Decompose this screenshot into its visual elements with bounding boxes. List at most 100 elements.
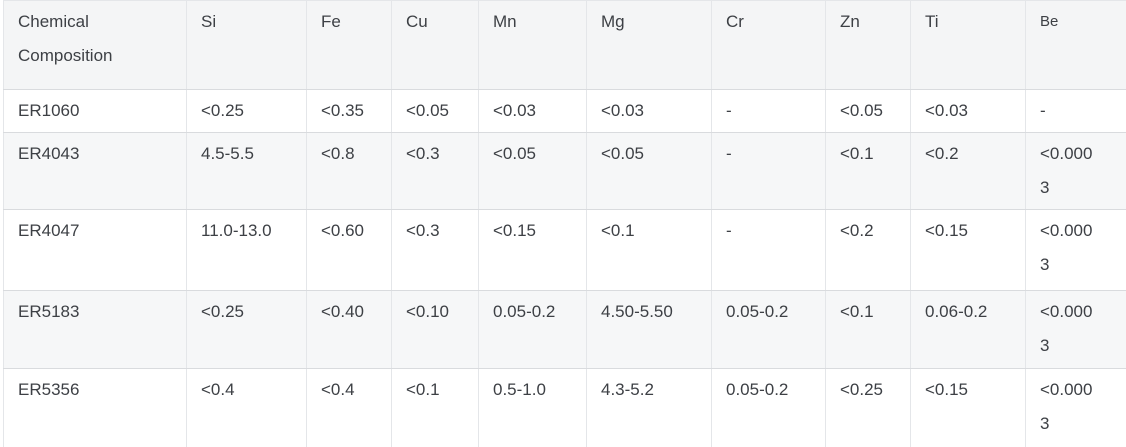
cell-er5356-mg: 4.3-5.2 [586, 368, 712, 447]
cell-er5356-si: <0.4 [186, 368, 307, 447]
cell-value: - [1040, 101, 1046, 120]
cell-value: 0.5-1.0 [493, 380, 546, 399]
cell-er1060-be: - [1025, 89, 1126, 133]
cell-er1060-fe: <0.35 [306, 89, 392, 133]
cell-value: <0.05 [601, 144, 645, 163]
cell-er1060-si: <0.25 [186, 89, 307, 133]
row-label: ER5356 [3, 368, 187, 447]
table-row-er1060: ER1060 <0.25 <0.35 <0.05 <0.03 <0.03 - <0.05 <0.… [3, 89, 1126, 133]
cell-value: <0.03 [601, 101, 645, 120]
cell-value: 4.5-5.5 [201, 144, 254, 163]
cell-er5183-zn: <0.1 [825, 290, 911, 369]
chemical-composition-table: Chemical Composition Si Fe Cu Mn Mg Cr Zn Ti Be E… [3, 0, 1126, 447]
cell-value: <0.0003 [1040, 144, 1093, 197]
cell-value: <0.4 [201, 380, 235, 399]
cell-er4043-be: <0.0003 [1025, 132, 1126, 210]
cell-value: 0.05-0.2 [493, 302, 556, 321]
cell-er4043-ti: <0.2 [910, 132, 1026, 210]
column-header-cr: Cr [711, 0, 826, 90]
cell-er4043-zn: <0.1 [825, 132, 911, 210]
cell-er5183-cu: <0.10 [391, 290, 479, 369]
row-label: ER1060 [3, 89, 187, 133]
cell-value: <0.2 [840, 221, 874, 240]
cell-er4047-be: <0.0003 [1025, 209, 1126, 291]
cell-value: <0.03 [925, 101, 969, 120]
cell-er4047-si: 11.0-13.0 [186, 209, 307, 291]
cell-er5183-ti: 0.06-0.2 [910, 290, 1026, 369]
column-header-mg: Mg [586, 0, 712, 90]
table-row-er4047: ER4047 11.0-13.0 <0.60 <0.3 <0.15 <0.1 - <0.2 <0… [3, 209, 1126, 291]
cell-er4047-cr: - [711, 209, 826, 291]
cell-value: <0.05 [840, 101, 884, 120]
cell-er5356-ti: <0.15 [910, 368, 1026, 447]
column-header-composition: Chemical Composition [3, 0, 187, 90]
cell-value: 0.05-0.2 [726, 302, 789, 321]
cell-er5183-cr: 0.05-0.2 [711, 290, 826, 369]
cell-er5356-fe: <0.4 [306, 368, 392, 447]
cell-er5356-cu: <0.1 [391, 368, 479, 447]
cell-value: <0.25 [201, 302, 245, 321]
column-header-cu: Cu [391, 0, 479, 90]
cell-er4043-cr: - [711, 132, 826, 210]
cell-er4043-mg: <0.05 [586, 132, 712, 210]
cell-value: <0.1 [840, 144, 874, 163]
column-header-zn: Zn [825, 0, 911, 90]
cell-er5183-mn: 0.05-0.2 [478, 290, 587, 369]
column-header-ti: Ti [910, 0, 1026, 90]
row-label: ER4043 [3, 132, 187, 210]
cell-er4043-si: 4.5-5.5 [186, 132, 307, 210]
cell-er5183-be: <0.0003 [1025, 290, 1126, 369]
cell-er5356-be: <0.0003 [1025, 368, 1126, 447]
cell-value: <0.8 [321, 144, 355, 163]
cell-value: 11.0-13.0 [201, 221, 272, 240]
cell-value: <0.0003 [1040, 380, 1093, 433]
cell-er5356-cr: 0.05-0.2 [711, 368, 826, 447]
cell-er5356-zn: <0.25 [825, 368, 911, 447]
cell-er1060-mg: <0.03 [586, 89, 712, 133]
cell-value: <0.0003 [1040, 302, 1093, 355]
cell-er4047-cu: <0.3 [391, 209, 479, 291]
cell-value: 0.05-0.2 [726, 380, 789, 399]
column-header-fe: Fe [306, 0, 392, 90]
cell-value: - [726, 101, 732, 120]
cell-er5356-mn: 0.5-1.0 [478, 368, 587, 447]
column-header-mn: Mn [478, 0, 587, 90]
cell-value: 4.3-5.2 [601, 380, 654, 399]
cell-value: <0.4 [321, 380, 355, 399]
header-row: Chemical Composition Si Fe Cu Mn Mg Cr Zn Ti Be [3, 0, 1126, 90]
row-label: ER4047 [3, 209, 187, 291]
cell-er4047-fe: <0.60 [306, 209, 392, 291]
cell-value: <0.3 [406, 221, 440, 240]
cell-value: <0.10 [406, 302, 450, 321]
cell-value: <0.15 [493, 221, 537, 240]
cell-er4047-mn: <0.15 [478, 209, 587, 291]
cell-value: <0.40 [321, 302, 365, 321]
table-body: ER1060 <0.25 <0.35 <0.05 <0.03 <0.03 - <0.05 <0.… [3, 89, 1126, 447]
cell-value: <0.1 [601, 221, 635, 240]
cell-er4047-ti: <0.15 [910, 209, 1026, 291]
cell-value: 4.50-5.50 [601, 302, 673, 321]
cell-value: <0.25 [201, 101, 245, 120]
cell-value: <0.60 [321, 221, 365, 240]
table-row-er4043: ER4043 4.5-5.5 <0.8 <0.3 <0.05 <0.05 - <0.1 <0.2… [3, 132, 1126, 210]
cell-value: <0.1 [840, 302, 874, 321]
cell-value: <0.03 [493, 101, 537, 120]
cell-er4047-mg: <0.1 [586, 209, 712, 291]
cell-er1060-cu: <0.05 [391, 89, 479, 133]
cell-er4043-fe: <0.8 [306, 132, 392, 210]
table-row-er5356: ER5356 <0.4 <0.4 <0.1 0.5-1.0 4.3-5.2 0.05-0.2… [3, 368, 1126, 447]
cell-value: <0.0003 [1040, 221, 1093, 274]
column-header-be: Be [1025, 0, 1126, 90]
cell-value: 0.06-0.2 [925, 302, 988, 321]
column-header-si: Si [186, 0, 307, 90]
cell-er4043-cu: <0.3 [391, 132, 479, 210]
cell-value: <0.05 [406, 101, 450, 120]
cell-er5183-mg: 4.50-5.50 [586, 290, 712, 369]
cell-value: <0.3 [406, 144, 440, 163]
cell-er4043-mn: <0.05 [478, 132, 587, 210]
cell-er1060-mn: <0.03 [478, 89, 587, 133]
cell-er5183-fe: <0.40 [306, 290, 392, 369]
cell-er1060-cr: - [711, 89, 826, 133]
cell-value: <0.1 [406, 380, 440, 399]
